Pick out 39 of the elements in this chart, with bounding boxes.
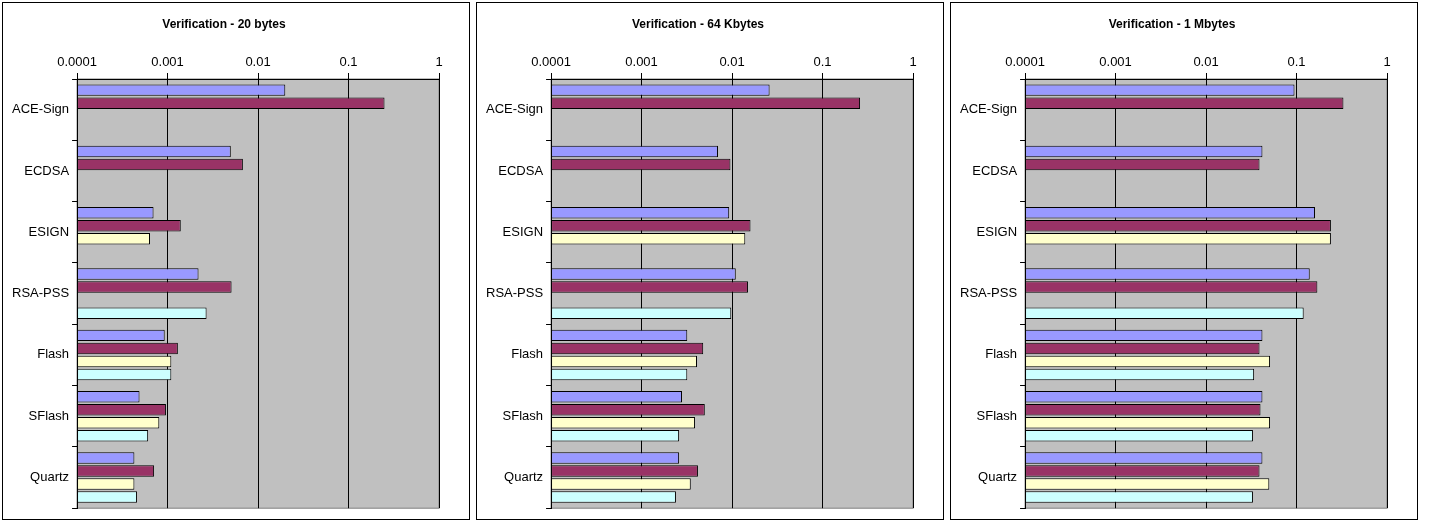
x-tick-label: 0.001 (625, 53, 658, 69)
y-tick-label: SFlash (502, 407, 544, 423)
y-tick-label: ECDSA (498, 162, 544, 178)
y-tick-label: Quartz (978, 469, 1018, 485)
x-tick-label: 1 (1383, 53, 1391, 69)
y-tick-label: ECDSA (972, 162, 1018, 178)
y-tick-label: SFlash (28, 407, 70, 423)
y-tick-label: ESIGN (28, 223, 70, 239)
y-tick-label: SFlash (976, 407, 1018, 423)
y-tick-label: Quartz (30, 469, 70, 485)
y-tick-label: Flash (511, 346, 544, 362)
x-tick-label: 0.01 (245, 53, 271, 69)
y-tick-label: Quartz (504, 469, 544, 485)
y-tick-label: RSA-PSS (486, 285, 544, 301)
x-tick-label: 0.0001 (531, 53, 571, 69)
y-tick-label: Flash (985, 346, 1018, 362)
chart-title: Verification - 64 Kbytes (631, 16, 765, 31)
y-tick-label: ACE-Sign (486, 101, 544, 117)
y-tick-label: ACE-Sign (960, 101, 1018, 117)
y-tick-label: RSA-PSS (12, 285, 70, 301)
x-tick-label: 0.1 (813, 53, 832, 69)
y-tick-label: ACE-Sign (12, 101, 70, 117)
x-tick-label: 1 (909, 53, 917, 69)
x-tick-label: 0.01 (1193, 53, 1219, 69)
y-tick-label: Flash (37, 346, 70, 362)
chart-title: Verification - 1 Mbytes (1108, 16, 1236, 31)
x-tick-label: 0.0001 (1005, 53, 1045, 69)
x-tick-label: 0.001 (1099, 53, 1132, 69)
chart-title: Verification - 20 bytes (162, 16, 287, 31)
y-tick-label: ESIGN (502, 223, 544, 239)
y-tick-label: ECDSA (24, 162, 70, 178)
x-tick-label: 0.1 (1287, 53, 1306, 69)
y-tick-label: ESIGN (976, 223, 1018, 239)
x-tick-label: 0.1 (339, 53, 358, 69)
x-tick-label: 0.01 (719, 53, 745, 69)
x-tick-label: 0.001 (151, 53, 184, 69)
y-tick-label: RSA-PSS (960, 285, 1018, 301)
x-tick-label: 0.0001 (57, 53, 97, 69)
x-tick-label: 1 (435, 53, 443, 69)
